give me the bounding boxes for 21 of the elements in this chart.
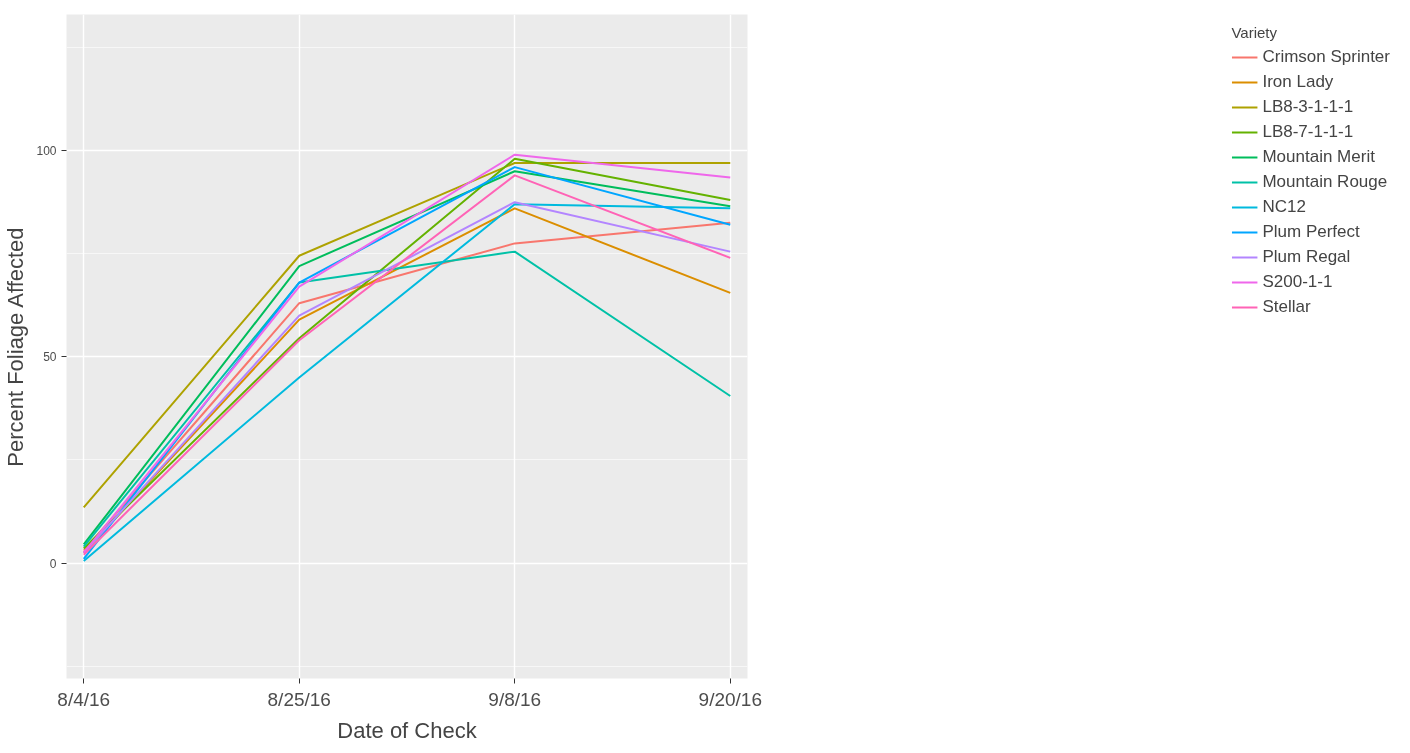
- y-tick-label: 100: [36, 144, 57, 159]
- legend-label: Mountain Merit: [1262, 146, 1375, 168]
- x-tick-label: 8/4/16: [57, 688, 111, 710]
- legend-label: LB8-3-1-1-1: [1262, 96, 1354, 118]
- y-tick-label: 50: [43, 350, 57, 365]
- legend-label: NC12: [1262, 196, 1306, 218]
- legend-label: Crimson Sprinter: [1262, 46, 1390, 68]
- x-tick-label: 9/20/16: [698, 688, 762, 710]
- y-axis-title: Percent Foliage Affected: [3, 227, 29, 467]
- legend-label: S200-1-1: [1262, 271, 1333, 293]
- legend-label: Plum Perfect: [1262, 221, 1360, 243]
- x-tick-label: 8/25/16: [267, 688, 331, 710]
- x-tick-label: 9/8/16: [488, 688, 542, 710]
- legend-title: Variety: [1231, 24, 1279, 41]
- x-axis-title: Date of Check: [337, 717, 478, 743]
- legend-label: Stellar: [1262, 296, 1311, 318]
- legend-label: Iron Lady: [1262, 71, 1334, 93]
- legend-label: LB8-7-1-1-1: [1262, 121, 1354, 143]
- legend-label: Plum Regal: [1262, 246, 1351, 268]
- legend-label: Mountain Rouge: [1262, 171, 1388, 193]
- y-tick-label: 0: [49, 556, 57, 571]
